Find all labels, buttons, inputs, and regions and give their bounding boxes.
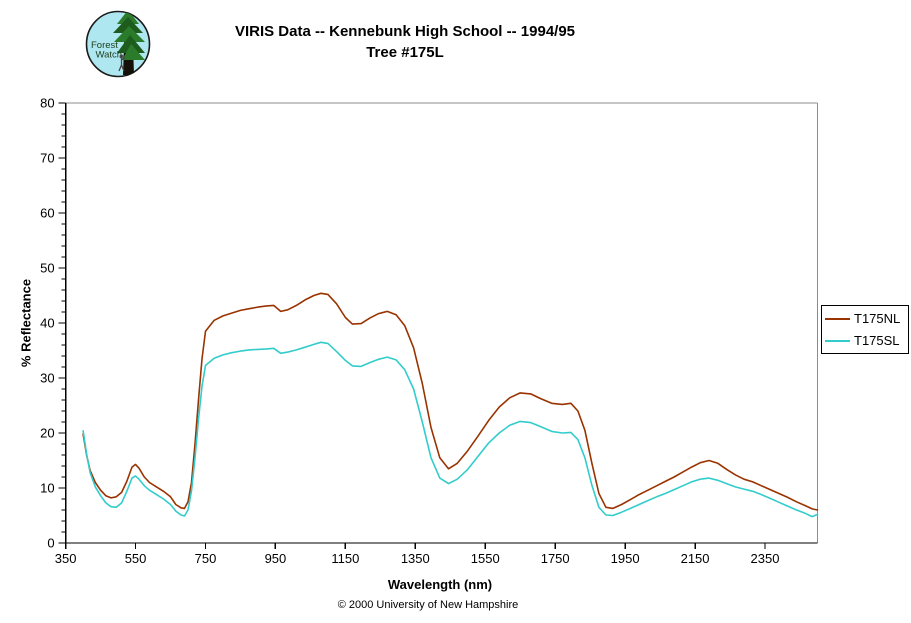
copyright-text: © 2000 University of New Hampshire — [337, 599, 519, 611]
legend-item-t175sl: T175SL — [822, 330, 908, 352]
legend-line-sample-t175nl — [825, 317, 850, 320]
chart-title-line1: VIRIS Data -- Kennebunk High School -- 1… — [234, 23, 576, 40]
x-tick-label: 2350 — [751, 551, 780, 566]
y-tick-label: 80 — [40, 96, 54, 111]
chart-title-line2: Tree #175L — [366, 44, 444, 61]
pine-tree-icon — [113, 11, 145, 75]
x-tick-label: 2150 — [681, 551, 710, 566]
y-tick-label: 30 — [40, 371, 54, 386]
legend-label-t175sl: T175SL — [854, 333, 900, 348]
x-tick-label: 550 — [125, 551, 147, 566]
y-tick-label: 10 — [40, 481, 54, 496]
series-line-t175nl — [82, 292, 819, 511]
logo-text-watch: Watch — [96, 50, 123, 61]
x-tick-label: 350 — [55, 551, 77, 566]
legend-label-t175nl: T175NL — [854, 311, 901, 326]
logo-text-forest: Forest — [91, 40, 118, 51]
climber-figure-icon — [118, 54, 126, 72]
x-tick-label: 1350 — [401, 551, 430, 566]
x-tick-label: 750 — [195, 551, 217, 566]
series-line-t175sl — [82, 341, 819, 518]
y-tick-label: 50 — [40, 261, 54, 276]
legend: T175NL T175SL — [821, 305, 909, 354]
y-tick-label: 20 — [40, 426, 54, 441]
x-tick-label: 950 — [265, 551, 287, 566]
x-tick-label: 1550 — [471, 551, 500, 566]
legend-line-sample-t175sl — [825, 339, 850, 342]
legend-item-t175nl: T175NL — [822, 308, 908, 330]
x-tick-label: 1150 — [331, 551, 359, 566]
y-tick-label: 60 — [40, 206, 54, 221]
y-axis-title: % Reflectance — [18, 278, 34, 368]
x-tick-label: 1750 — [541, 551, 570, 566]
y-tick-label: 70 — [40, 151, 54, 166]
x-axis-title: Wavelength (nm) — [387, 577, 493, 592]
y-tick-label: 0 — [47, 536, 54, 551]
x-tick-label: 1950 — [611, 551, 640, 566]
forestwatch-logo-image: Forest Watch — [85, 10, 151, 78]
chart-title: VIRIS Data -- Kennebunk High School -- 1… — [0, 21, 810, 63]
forestwatch-logo: Forest Watch — [84, 9, 152, 79]
y-tick-label: 40 — [40, 316, 54, 331]
